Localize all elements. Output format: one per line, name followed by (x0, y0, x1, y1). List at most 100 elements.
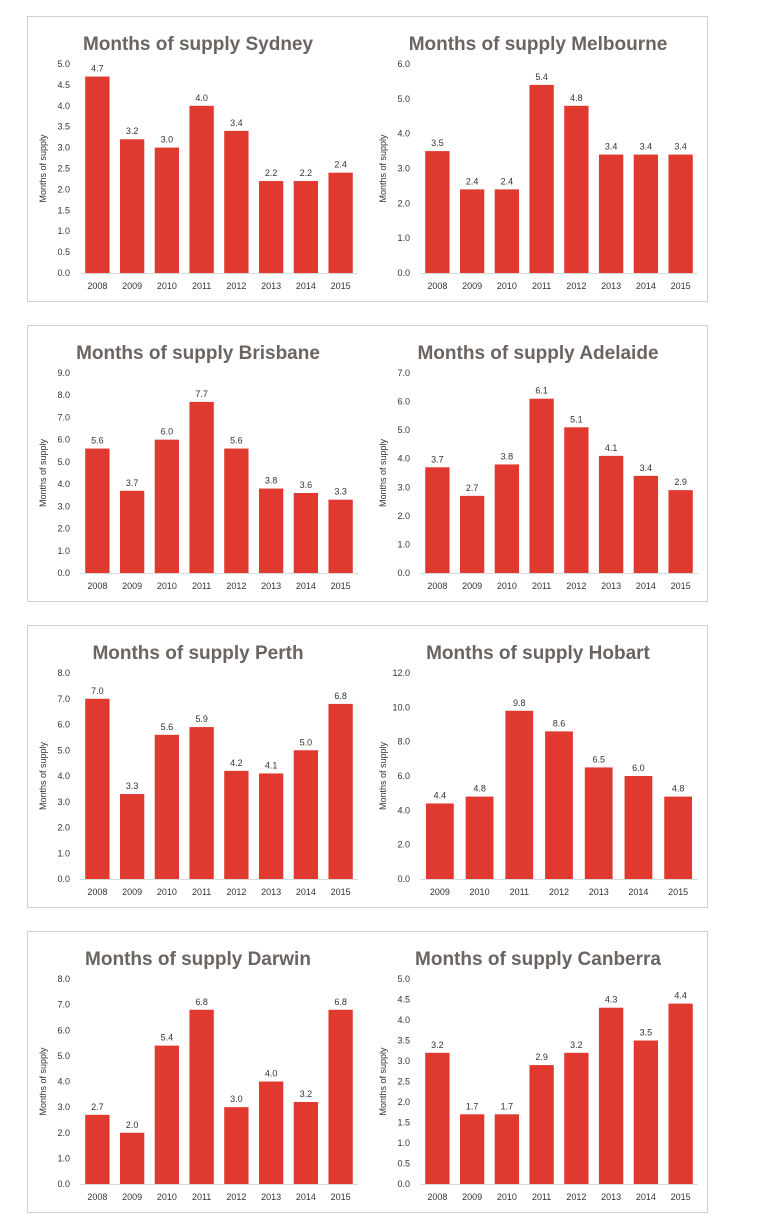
chart-perth: Months of supply Perth Months of supply 0.… (28, 626, 368, 909)
chart-title: Months of supply Adelaide (417, 343, 658, 364)
y-tick-label: 0.5 (397, 1159, 410, 1169)
data-label: 3.2 (126, 126, 139, 136)
data-label: 2.9 (535, 1052, 548, 1062)
y-tick-label: 5.0 (397, 425, 410, 435)
bar-2008 (425, 1052, 450, 1184)
y-tick-label: 2.0 (397, 198, 410, 208)
chart-panel-row-4: Months of supply Darwin Months of supply 0… (27, 931, 708, 1213)
x-tick-label: 2015 (668, 887, 688, 897)
bar-2008 (425, 467, 450, 573)
x-tick-label: 2013 (601, 581, 621, 591)
y-tick-label: 1.5 (397, 1118, 410, 1128)
y-tick-label: 7.0 (57, 1000, 70, 1010)
x-tick-label: 2011 (192, 581, 211, 591)
x-tick-label: 2009 (462, 581, 482, 591)
data-label: 1.7 (501, 1101, 514, 1111)
bar-2008 (85, 448, 110, 573)
y-axis-label: Months of supply (38, 741, 48, 810)
y-axis-label: Months of supply (378, 438, 388, 507)
y-tick-label: 8.0 (57, 974, 70, 984)
data-label: 5.1 (570, 414, 583, 424)
data-label: 6.0 (632, 763, 645, 773)
data-label: 3.4 (640, 142, 653, 152)
y-tick-label: 2.0 (57, 524, 70, 534)
chart-title: Months of supply Canberra (415, 949, 661, 970)
data-label: 3.2 (570, 1040, 583, 1050)
x-tick-label: 2011 (532, 1192, 551, 1202)
bar-2012 (564, 1052, 589, 1184)
y-tick-label: 3.0 (57, 1102, 70, 1112)
x-tick-label: 2012 (226, 887, 246, 897)
y-tick-label: 8.0 (397, 737, 410, 747)
data-label: 2.9 (674, 477, 687, 487)
bar-2010 (154, 734, 180, 879)
x-tick-label: 2010 (157, 887, 177, 897)
x-tick-label: 2011 (192, 1192, 211, 1202)
bar-2010 (465, 796, 494, 879)
bar-2009 (459, 189, 485, 273)
chart-panel-row-3: Months of supply Perth Months of supply 0.… (27, 625, 708, 908)
data-label: 7.0 (91, 686, 104, 696)
y-tick-label: 4.0 (397, 129, 410, 139)
y-tick-label: 6.0 (57, 720, 70, 730)
data-label: 3.4 (640, 463, 653, 473)
y-tick-label: 2.0 (57, 1128, 70, 1138)
y-axis-label: Months of supply (38, 1047, 48, 1116)
bar-2008 (85, 76, 110, 273)
bar-2015 (328, 172, 353, 273)
bar-2011 (189, 727, 214, 879)
x-tick-label: 2009 (122, 281, 142, 291)
data-label: 3.7 (431, 454, 444, 464)
bar-2010 (494, 189, 520, 273)
y-tick-label: 1.0 (57, 1153, 70, 1163)
y-tick-label: 12.0 (392, 668, 410, 678)
x-tick-label: 2015 (331, 281, 351, 291)
chart-panel-row-1: Months of supply Sydney Months of supply 0… (27, 16, 708, 302)
y-tick-label: 8.0 (57, 668, 70, 678)
bar-2014 (633, 1040, 659, 1184)
x-tick-label: 2014 (296, 281, 316, 291)
data-label: 2.7 (91, 1102, 104, 1112)
y-axis-label: Months of supply (38, 134, 48, 203)
x-tick-label: 2008 (427, 581, 447, 591)
bar-2009 (119, 1132, 145, 1184)
data-label: 4.8 (570, 93, 583, 103)
bar-2015 (664, 796, 693, 879)
data-label: 6.5 (592, 754, 605, 764)
y-axis-label: Months of supply (38, 438, 48, 507)
bar-2008 (85, 1114, 110, 1184)
y-tick-label: 2.0 (57, 184, 70, 194)
bar-2014 (293, 181, 319, 273)
bar-2011 (505, 710, 534, 879)
bar-2013 (598, 1007, 624, 1184)
bar-2010 (154, 439, 180, 573)
data-label: 3.0 (161, 135, 174, 145)
y-tick-label: 4.0 (397, 454, 410, 464)
bar-2015 (328, 1009, 353, 1184)
data-label: 4.0 (195, 93, 208, 103)
bar-2011 (529, 398, 554, 573)
data-label: 3.3 (126, 781, 139, 791)
y-tick-label: 0.0 (57, 874, 70, 884)
x-tick-label: 2011 (532, 281, 551, 291)
y-tick-label: 4.0 (397, 1015, 410, 1025)
x-tick-label: 2013 (601, 1192, 621, 1202)
data-label: 4.4 (434, 790, 447, 800)
data-label: 6.1 (535, 386, 548, 396)
chart-svg: Months of supply Perth Months of supply 0.… (38, 643, 358, 897)
y-axis-label: Months of supply (378, 1047, 388, 1116)
x-tick-label: 2014 (636, 581, 656, 591)
x-tick-label: 2014 (628, 887, 648, 897)
x-tick-label: 2012 (566, 281, 586, 291)
x-tick-label: 2011 (192, 281, 211, 291)
x-tick-label: 2008 (87, 1192, 107, 1202)
chart-hobart: Months of supply Hobart Months of supply 0… (368, 626, 708, 909)
x-tick-label: 2010 (497, 281, 517, 291)
y-tick-label: 1.0 (397, 1138, 410, 1148)
bar-2015 (668, 490, 693, 573)
y-tick-label: 2.5 (397, 1077, 410, 1087)
y-tick-label: 4.0 (397, 805, 410, 815)
data-label: 3.0 (230, 1094, 243, 1104)
y-tick-label: 4.5 (397, 995, 410, 1005)
bar-2010 (154, 1045, 180, 1184)
